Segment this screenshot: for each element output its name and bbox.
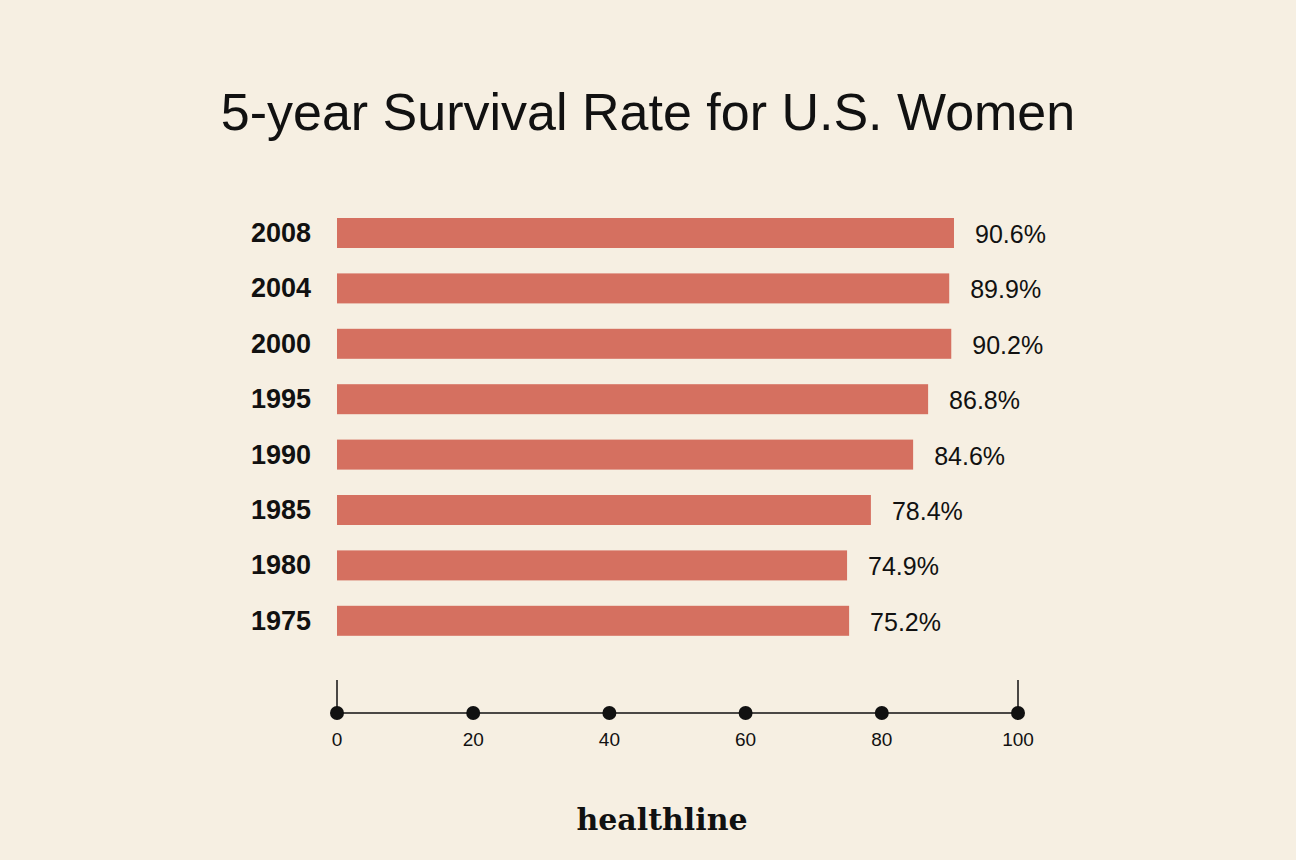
bar: [337, 440, 913, 470]
data-label: 84.6%: [934, 442, 1005, 470]
category-label: 1975: [251, 606, 311, 636]
bar: [337, 606, 849, 636]
chart: 5-year Survival Rate for U.S. Women20089…: [0, 0, 1296, 860]
tick-label: 40: [599, 729, 620, 750]
tick: [602, 706, 616, 720]
tick-label: 20: [463, 729, 484, 750]
tick-label: 100: [1002, 729, 1034, 750]
source: healthline: [576, 802, 747, 837]
category-label: 1980: [251, 550, 311, 580]
tick-label: 0: [332, 729, 343, 750]
bar: [337, 218, 954, 248]
category-label: 1995: [251, 384, 311, 414]
category-label: 1985: [251, 495, 311, 525]
data-label: 89.9%: [970, 275, 1041, 303]
axis-line: [337, 712, 1018, 714]
bar: [337, 273, 949, 303]
bar: [337, 384, 928, 414]
category-label: 2008: [251, 218, 311, 248]
tick-label: 60: [735, 729, 756, 750]
data-label: 90.6%: [975, 220, 1046, 248]
tick: [739, 706, 753, 720]
title: 5-year Survival Rate for U.S. Women: [221, 83, 1075, 141]
data-label: 86.8%: [949, 386, 1020, 414]
data-label: 74.9%: [868, 552, 939, 580]
data-label: 75.2%: [870, 608, 941, 636]
bar: [337, 329, 951, 359]
tick: [875, 706, 889, 720]
data-label: 78.4%: [892, 497, 963, 525]
tick: [1011, 706, 1025, 720]
background: [0, 0, 1296, 860]
bar: [337, 495, 871, 525]
tick-label: 80: [871, 729, 892, 750]
data-label: 90.2%: [972, 331, 1043, 359]
bars: [337, 218, 954, 636]
category-label: 1990: [251, 440, 311, 470]
tick: [330, 706, 344, 720]
category-label: 2004: [251, 273, 311, 303]
tick: [466, 706, 480, 720]
bar: [337, 550, 847, 580]
category-label: 2000: [251, 329, 311, 359]
